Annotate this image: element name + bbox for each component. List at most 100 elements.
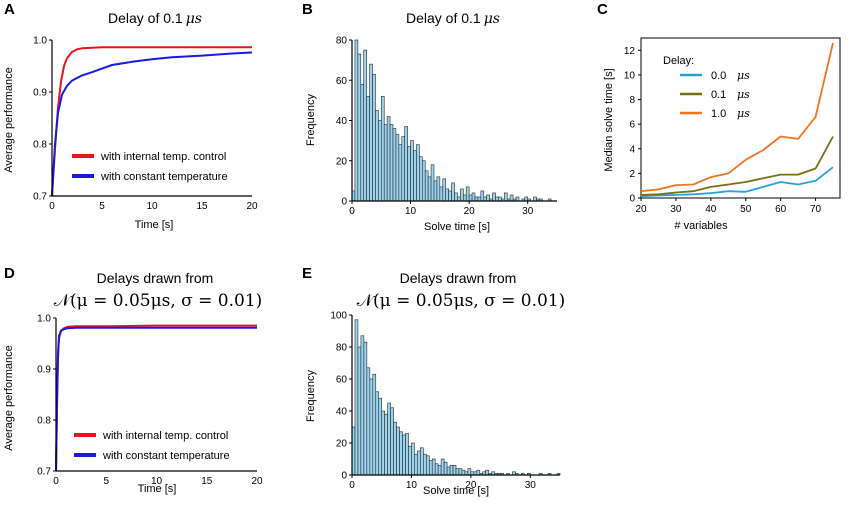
panel-e-bar bbox=[434, 463, 439, 476]
panel-b-bar bbox=[427, 176, 432, 202]
panel-c-series-line-3 bbox=[640, 42, 834, 193]
panel-a-x-tick-label: 15 bbox=[196, 201, 208, 212]
panel-b-bar bbox=[433, 180, 438, 202]
panel-e-bar bbox=[449, 465, 454, 476]
panel-b-bar bbox=[404, 126, 408, 202]
panel-b-title: Delay of 0.1 μs bbox=[406, 10, 500, 27]
panel-b-y-tick-label: 60 bbox=[336, 76, 348, 87]
panel-d-ylabel: Average performance bbox=[3, 345, 15, 451]
panel-b-xlabel: Solve time [s] bbox=[424, 221, 490, 233]
panel-e-title-line2: 𝒩(μ = 0.05μs, σ = 0.01) bbox=[357, 291, 566, 311]
panel-e-bar bbox=[458, 468, 463, 476]
panel-c-y-tick-label: 2 bbox=[629, 169, 635, 180]
panel-b-bar bbox=[442, 178, 447, 202]
panel-c-legend-unit-3: μs bbox=[737, 107, 750, 120]
panel-a-title: Delay of 0.1 μs bbox=[108, 10, 202, 27]
panel-c-x-tick-label: 30 bbox=[670, 204, 682, 215]
panel-b-bar bbox=[357, 53, 362, 202]
panel-a-x-tick-label: 5 bbox=[99, 201, 105, 212]
panel-e-bar bbox=[420, 447, 424, 476]
panel-b-bar bbox=[369, 63, 373, 202]
panel-e-bar bbox=[366, 367, 371, 476]
panel-c-frame bbox=[640, 37, 841, 199]
panel-b-bar bbox=[498, 196, 502, 202]
panel-e-y-tick-label: 0 bbox=[341, 471, 347, 482]
panel-b-bar bbox=[413, 150, 417, 202]
panel-c-series-line-1 bbox=[640, 166, 834, 198]
panel-e-bar bbox=[443, 461, 448, 476]
panel-b-title-value: 0.1 bbox=[461, 10, 481, 26]
panel-e-bar bbox=[417, 450, 421, 476]
panel-e-bar bbox=[396, 426, 400, 476]
panel-e-y-tick-label: 100 bbox=[330, 311, 347, 322]
panel-b-x-tick-label: 0 bbox=[349, 206, 355, 217]
panel-b-bar bbox=[419, 156, 423, 202]
panel-d-series-line-2 bbox=[55, 326, 257, 472]
panel-c-y-tick-label: 0 bbox=[629, 194, 635, 205]
panel-b-y-tick-label: 80 bbox=[336, 36, 348, 47]
panel-b-bar bbox=[495, 196, 499, 202]
panel-b-bar bbox=[471, 192, 476, 202]
panel-b-bar bbox=[509, 194, 514, 202]
panel-c-y-tick-label: 12 bbox=[624, 46, 636, 57]
panel-e-x-tick-label: 20 bbox=[465, 480, 477, 491]
panel-e-bar bbox=[455, 468, 460, 476]
panel-b-bar bbox=[401, 136, 406, 202]
panel-b-bar bbox=[398, 144, 403, 202]
panel-e-bar bbox=[428, 460, 433, 476]
panel-c-x-tick-label: 60 bbox=[775, 204, 787, 215]
panel-b-bar bbox=[407, 146, 411, 202]
panel-e-bar bbox=[425, 455, 430, 476]
panel-b-bar bbox=[372, 73, 376, 202]
panel-c-legend-unit-2: μs bbox=[737, 88, 750, 101]
panel-c-ylabel: Median solve time [s] bbox=[603, 68, 615, 171]
panel-e-bar bbox=[440, 458, 445, 476]
panel-e-x-tick-label: 10 bbox=[406, 480, 418, 491]
panel-b-bar bbox=[378, 120, 382, 202]
panel-e-bar bbox=[375, 391, 380, 476]
panel-b-bar bbox=[477, 196, 482, 202]
panel-b-x-tick-label: 30 bbox=[522, 206, 534, 217]
panel-e-bar bbox=[393, 421, 397, 476]
panel-b-bar bbox=[492, 192, 496, 202]
panel-c-y-tick-label: 4 bbox=[629, 144, 635, 155]
panel-b-bar bbox=[483, 196, 488, 202]
panel-b-bar bbox=[430, 164, 435, 202]
panel-e-bar bbox=[431, 458, 436, 476]
panel-c-legend-title: Delay: bbox=[663, 55, 694, 67]
panel-e-bar bbox=[446, 466, 451, 476]
panel-b-bar bbox=[366, 96, 370, 202]
panel-b-bar bbox=[533, 196, 537, 202]
panel-c-y-tick-label: 6 bbox=[629, 120, 635, 131]
panel-a-x-tick-label: 10 bbox=[146, 201, 158, 212]
panel-d-y-tick-label: 0.9 bbox=[37, 365, 51, 376]
panel-e-y-tick-label: 60 bbox=[336, 375, 348, 386]
panel-e-bar bbox=[381, 410, 385, 476]
panel-e-bar bbox=[411, 442, 415, 476]
panel-c-xlabel: # variables bbox=[674, 220, 728, 232]
panel-b-bar bbox=[503, 192, 508, 202]
panel-a-y-tick-label: 1.0 bbox=[33, 36, 47, 47]
panel-b-bar bbox=[460, 188, 464, 202]
panel-c-x-tick-label: 20 bbox=[635, 204, 647, 215]
panel-b-bar bbox=[451, 182, 455, 202]
panel-b-y-tick-label: 0 bbox=[341, 197, 347, 208]
panel-a-title-unit: μs bbox=[186, 11, 202, 27]
panel-b-bar bbox=[380, 96, 385, 202]
panel-b-bar bbox=[445, 188, 449, 202]
panel-a-y-tick-label: 0.8 bbox=[33, 140, 47, 151]
panel-c-y-tick-label: 10 bbox=[624, 70, 636, 81]
panel-label-d: D bbox=[4, 265, 15, 282]
panel-b-bar bbox=[454, 192, 458, 202]
panel-b-bar bbox=[395, 134, 400, 202]
panel-e-bar bbox=[402, 434, 406, 476]
panel-e-bar bbox=[369, 378, 374, 476]
panel-b-bar bbox=[392, 128, 397, 202]
panel-label-c: C bbox=[597, 1, 608, 18]
panel-e-bar bbox=[408, 445, 412, 476]
panel-b-bar bbox=[383, 124, 388, 202]
panel-e-bar bbox=[461, 469, 466, 476]
panel-d-x-tick-label: 20 bbox=[251, 476, 263, 487]
panel-e-x-tick-label: 30 bbox=[525, 480, 537, 491]
